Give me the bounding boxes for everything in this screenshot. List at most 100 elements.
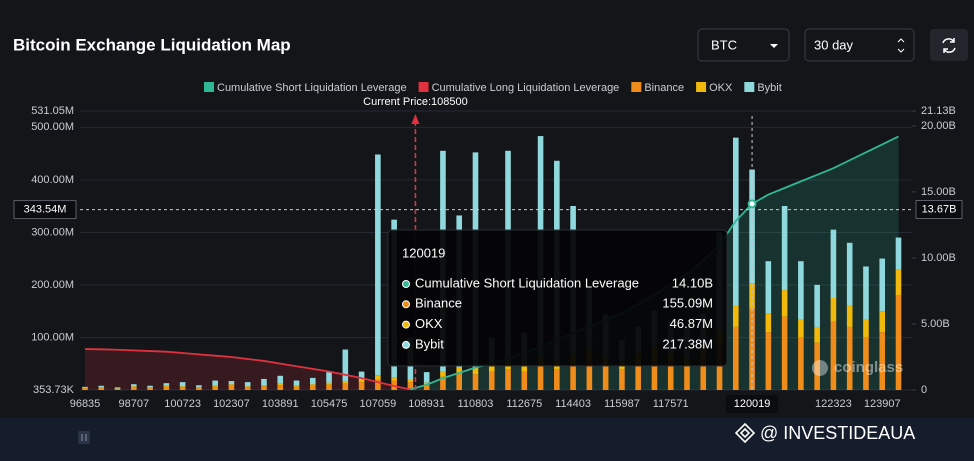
crosshair-box [915,200,963,220]
bar [472,367,479,375]
x-tick-label: 123907 [864,398,901,410]
bar [82,388,88,390]
bar [309,385,316,390]
y2-tick-label: 15.00B [921,186,956,198]
watermark-logo [812,360,828,376]
bar [781,290,788,317]
tooltip-dot [402,300,410,309]
bar [212,386,218,390]
bar [261,378,267,386]
bar [244,382,251,387]
bar [716,347,723,390]
crosshair-y2-label: 13.67B [922,203,957,215]
bar [375,379,381,390]
bar [472,374,479,390]
crosshair-box [13,200,77,220]
bar [277,383,284,386]
bar [830,229,837,298]
bar [781,205,788,291]
bar [879,311,886,333]
bar [147,387,153,390]
y-tick-label: 100.00M [31,332,74,344]
bar [733,326,739,390]
bar [846,326,853,390]
bar [212,385,218,387]
refresh-button[interactable] [930,29,968,61]
bar [163,385,170,387]
bar [131,387,137,390]
select-text[interactable]: BTC [711,37,737,52]
x-tick-label: 102307 [213,398,250,410]
bar [781,316,788,390]
bar [521,364,528,372]
bar [846,242,853,306]
legend-swatch [204,82,214,92]
bar [391,377,397,381]
bar [602,366,609,390]
watermark: coinglass [834,359,903,376]
bar [488,371,495,390]
current-price-label: Current Price:108500 [363,96,468,108]
bar [798,261,804,320]
bar [342,383,349,390]
tooltip-name: Cumulative Short Liquidation Leverage [415,275,639,290]
bar [114,387,121,389]
bar [488,363,495,372]
tooltip-value: 155.09M [662,296,713,311]
bar [326,372,332,383]
bar [423,384,430,390]
navigator-handle[interactable] [78,431,90,444]
bar [505,368,511,390]
bar [358,382,365,390]
bar [537,366,544,390]
bar [293,385,300,387]
button-box[interactable] [930,29,968,61]
y-tick-label: 353.73K [33,384,75,396]
bar [98,385,105,388]
x-tick-label: 112675 [506,398,542,410]
bar [147,387,153,388]
select-box[interactable] [804,28,915,62]
bar [261,385,267,387]
bar [228,381,235,385]
bar [114,388,121,390]
tooltip-name: Binance [415,296,462,311]
bar [244,386,251,388]
bar [82,387,88,389]
legend-label: Bybit [757,82,781,94]
range-select[interactable]: 30 day [804,28,915,62]
select-text[interactable]: 30 day [814,37,854,52]
bar [407,382,414,390]
bar [147,385,153,388]
coin-select[interactable]: BTC [697,28,790,62]
credit-logo [734,422,756,444]
caret [897,38,905,53]
y2-tick-label: 10.00B [921,252,956,264]
bar [895,237,902,270]
bar [765,261,772,314]
bar [375,375,381,380]
bar [179,382,186,387]
x-tick-label: 100723 [164,398,201,410]
x-tick-label: 108931 [408,398,445,410]
legend-swatch [631,82,642,92]
legend-swatch [418,82,429,92]
x-tick-label: 122323 [815,398,852,410]
bar [244,387,251,390]
bar [309,384,316,386]
line [84,348,411,391]
select-box[interactable] [697,28,790,62]
legend-label: Binance [644,82,684,94]
bar [521,371,528,390]
credit: @ INVESTIDEAUA [734,422,915,444]
bar [114,388,121,389]
bar [814,326,820,343]
x-tick-label: 115987 [604,398,640,410]
bar [879,332,886,390]
tooltip-value: 46.87M [670,316,713,331]
bar [261,386,267,390]
legend-label: Cumulative Short Liquidation Leverage [217,82,407,94]
page-title: Bitcoin Exchange Liquidation Map [13,35,291,54]
bar [586,361,593,390]
